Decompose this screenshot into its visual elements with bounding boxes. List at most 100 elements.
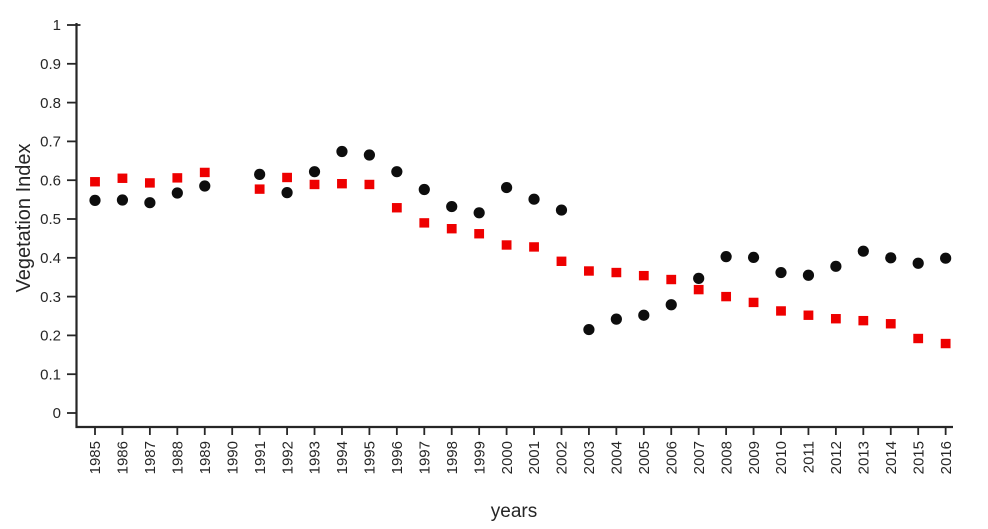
x-tick-label: 1988	[170, 441, 187, 474]
scatter-point-black-circles	[665, 299, 677, 311]
x-tick-label: 1997	[416, 441, 433, 474]
scatter-point-red-squares	[666, 274, 677, 285]
x-tick-label: 2000	[499, 441, 516, 474]
scatter-point-black-circles	[308, 166, 321, 178]
x-tick-label: 1989	[197, 441, 214, 474]
scatter-point-red-squares	[940, 338, 951, 349]
scatter-point-black-circles	[857, 245, 869, 257]
y-tick-label: 0.8	[40, 95, 61, 112]
scatter-point-black-circles	[747, 251, 760, 264]
scatter-point-black-circles	[555, 204, 568, 216]
x-tick-label: 2012	[828, 441, 845, 474]
scatter-point-red-squares	[144, 178, 155, 188]
x-tick-label: 2010	[773, 441, 790, 474]
scatter-point-black-circles	[583, 323, 595, 336]
x-tick-label: 2009	[746, 441, 763, 474]
scatter-point-red-squares	[172, 173, 183, 183]
scatter-point-red-squares	[419, 218, 430, 228]
scatter-point-black-circles	[336, 145, 348, 158]
x-tick-label: 1992	[279, 441, 296, 474]
scatter-point-black-circles	[830, 260, 842, 272]
scatter-point-red-squares	[556, 256, 567, 266]
scatter-point-black-circles	[446, 200, 458, 213]
scatter-point-red-squares	[693, 284, 704, 295]
scatter-point-red-squares	[199, 167, 210, 178]
x-tick-label: 2016	[938, 441, 955, 474]
scatter-point-black-circles	[199, 180, 211, 192]
scatter-point-black-circles	[912, 257, 924, 269]
scatter-point-black-circles	[89, 194, 101, 206]
scatter-point-black-circles	[144, 197, 156, 209]
x-tick-label: 2014	[883, 441, 900, 474]
scatter-point-red-squares	[611, 267, 622, 278]
scatter-point-black-circles	[116, 194, 129, 206]
scatter-point-black-circles	[693, 272, 705, 284]
scatter-point-black-circles	[473, 207, 485, 219]
scatter-point-red-squares	[309, 179, 320, 190]
x-tick-label: 2015	[910, 441, 927, 474]
x-tick-label: 2006	[663, 441, 680, 474]
x-tick-label: 1999	[471, 441, 488, 474]
y-tick-label: 0.2	[40, 328, 61, 345]
scatter-point-black-circles	[281, 187, 293, 199]
scatter-point-red-squares	[721, 291, 732, 302]
scatter-point-black-circles	[638, 309, 650, 321]
scatter-points	[89, 145, 952, 349]
x-tick-label: 2003	[581, 441, 598, 474]
scatter-point-red-squares	[364, 179, 375, 190]
y-tick-label: 0.5	[40, 211, 61, 228]
scatter-point-red-squares	[529, 242, 539, 252]
y-tick-label: 0.7	[40, 134, 61, 151]
scatter-point-red-squares	[337, 178, 347, 189]
x-tick-label: 2013	[856, 441, 873, 474]
scatter-point-red-squares	[501, 240, 512, 250]
x-tick-label: 1995	[362, 441, 379, 474]
scatter-point-black-circles	[171, 187, 183, 199]
x-tick-label: 2011	[801, 441, 818, 473]
scatter-point-red-squares	[830, 314, 841, 324]
x-tick-label: 1998	[444, 441, 461, 474]
x-tick-label: 2004	[609, 441, 626, 474]
y-axis-title: Vegetation Index	[13, 143, 35, 292]
scatter-point-red-squares	[638, 270, 649, 281]
scatter-point-black-circles	[254, 168, 266, 180]
x-tick-label: 1987	[142, 441, 159, 474]
x-axis-title: years	[491, 501, 537, 522]
y-tick-label: 0.3	[40, 289, 61, 306]
scatter-point-black-circles	[501, 181, 513, 194]
y-tick-label: 0.6	[40, 172, 61, 189]
x-tick-label: 1994	[334, 441, 351, 474]
scatter-point-black-circles	[885, 252, 897, 264]
scatter-point-red-squares	[282, 172, 292, 183]
scatter-point-red-squares	[474, 229, 485, 239]
x-tick-label: 2001	[526, 441, 543, 474]
x-tick-label: 1993	[307, 441, 324, 474]
scatter-point-black-circles	[363, 149, 375, 161]
y-tick-label: 1	[53, 17, 61, 34]
scatter-point-red-squares	[803, 310, 814, 320]
x-tick-label: 1996	[389, 441, 406, 474]
y-tick-label: 0.1	[40, 366, 61, 383]
scatter-point-red-squares	[117, 173, 128, 183]
scatter-point-black-circles	[528, 193, 540, 205]
y-tick-label: 0.4	[40, 250, 61, 267]
y-tick-label: 0.9	[40, 56, 61, 73]
x-tick-label: 1986	[115, 441, 132, 474]
scatter-point-black-circles	[610, 313, 622, 325]
x-tick-label: 1991	[252, 441, 269, 474]
y-tick-label: 0	[53, 405, 61, 422]
x-tick-label: 1985	[87, 441, 104, 474]
scatter-point-black-circles	[802, 269, 815, 281]
scatter-point-red-squares	[913, 333, 924, 344]
scatter-point-red-squares	[446, 224, 457, 234]
y-axis: 0 0.1 0.2 0.3 0.4 0.5 0.6 0.7 0.8 0.9 1	[40, 17, 81, 428]
scatter-point-red-squares	[254, 184, 265, 194]
x-axis: 1985 1986 1987 1988 1989 1990 1991 1992 1993 1994…	[75, 425, 955, 474]
x-tick-label: 2008	[718, 441, 735, 474]
scatter-point-red-squares	[391, 203, 402, 213]
scatter-point-black-circles	[391, 166, 403, 178]
scatter-point-black-circles	[418, 183, 430, 196]
scatter-point-red-squares	[776, 306, 786, 316]
scatter-point-black-circles	[720, 251, 732, 263]
